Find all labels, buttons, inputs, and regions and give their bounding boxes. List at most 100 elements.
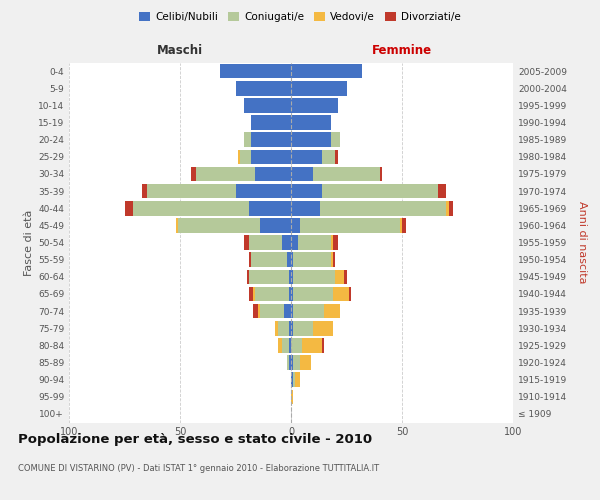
Bar — [291, 252, 293, 267]
Bar — [291, 235, 298, 250]
Bar — [260, 218, 291, 232]
Bar — [293, 321, 313, 336]
Bar — [235, 184, 291, 198]
Bar — [258, 304, 260, 318]
Bar — [291, 286, 293, 301]
Bar — [244, 98, 291, 112]
Bar — [293, 286, 333, 301]
Bar — [251, 150, 291, 164]
Bar — [291, 218, 300, 232]
Bar — [133, 201, 249, 216]
Text: Popolazione per età, sesso e stato civile - 2010: Popolazione per età, sesso e stato civil… — [18, 432, 372, 446]
Bar — [291, 304, 293, 318]
Bar — [380, 166, 382, 181]
Bar — [275, 321, 278, 336]
Bar — [278, 321, 289, 336]
Bar — [244, 235, 249, 250]
Bar — [300, 355, 311, 370]
Bar — [291, 201, 320, 216]
Bar — [176, 218, 178, 232]
Bar — [178, 218, 260, 232]
Bar — [333, 252, 335, 267]
Bar — [291, 64, 362, 78]
Bar — [322, 338, 325, 352]
Bar — [300, 218, 400, 232]
Bar — [284, 304, 291, 318]
Bar — [253, 286, 256, 301]
Bar — [291, 98, 338, 112]
Bar — [253, 304, 258, 318]
Bar — [322, 184, 437, 198]
Bar — [298, 235, 331, 250]
Bar — [293, 372, 295, 387]
Bar — [291, 166, 313, 181]
Bar — [402, 218, 406, 232]
Bar — [331, 235, 333, 250]
Bar — [291, 390, 293, 404]
Bar — [325, 304, 340, 318]
Bar — [289, 270, 291, 284]
Bar — [196, 166, 256, 181]
Bar — [244, 132, 251, 147]
Bar — [249, 270, 289, 284]
Bar — [400, 218, 402, 232]
Bar — [249, 252, 251, 267]
Bar — [313, 321, 333, 336]
Bar — [287, 252, 291, 267]
Bar — [251, 115, 291, 130]
Bar — [446, 201, 449, 216]
Bar — [333, 286, 349, 301]
Bar — [289, 286, 291, 301]
Bar — [291, 115, 331, 130]
Bar — [291, 81, 347, 96]
Bar — [256, 286, 289, 301]
Bar — [349, 286, 351, 301]
Bar — [256, 166, 291, 181]
Text: COMUNE DI VISTARINO (PV) - Dati ISTAT 1° gennaio 2010 - Elaborazione TUTTITALIA.: COMUNE DI VISTARINO (PV) - Dati ISTAT 1°… — [18, 464, 379, 473]
Bar — [291, 184, 322, 198]
Bar — [249, 201, 291, 216]
Bar — [278, 338, 282, 352]
Legend: Celibi/Nubili, Coniugati/e, Vedovi/e, Divorziati/e: Celibi/Nubili, Coniugati/e, Vedovi/e, Di… — [135, 8, 465, 26]
Y-axis label: Anni di nascita: Anni di nascita — [577, 201, 587, 284]
Bar — [287, 355, 289, 370]
Bar — [289, 355, 291, 370]
Bar — [313, 166, 380, 181]
Bar — [331, 252, 333, 267]
Bar — [282, 338, 289, 352]
Bar — [291, 355, 293, 370]
Bar — [449, 201, 453, 216]
Bar — [293, 252, 331, 267]
Bar — [320, 201, 446, 216]
Bar — [291, 321, 293, 336]
Bar — [220, 64, 291, 78]
Bar — [344, 270, 347, 284]
Bar — [291, 338, 302, 352]
Bar — [289, 321, 291, 336]
Text: Maschi: Maschi — [157, 44, 203, 58]
Y-axis label: Fasce di età: Fasce di età — [24, 210, 34, 276]
Bar — [291, 372, 293, 387]
Bar — [295, 372, 300, 387]
Bar — [437, 184, 446, 198]
Bar — [335, 150, 338, 164]
Bar — [251, 252, 287, 267]
Bar — [238, 150, 240, 164]
Bar — [260, 304, 284, 318]
Bar — [293, 355, 300, 370]
Bar — [293, 304, 325, 318]
Bar — [251, 132, 291, 147]
Bar — [293, 270, 335, 284]
Bar — [240, 150, 251, 164]
Bar — [289, 338, 291, 352]
Bar — [322, 150, 335, 164]
Bar — [249, 235, 282, 250]
Bar — [291, 132, 331, 147]
Bar — [249, 286, 253, 301]
Bar — [247, 270, 249, 284]
Bar — [142, 184, 146, 198]
Bar — [302, 338, 322, 352]
Bar — [235, 81, 291, 96]
Bar — [331, 132, 340, 147]
Bar — [335, 270, 344, 284]
